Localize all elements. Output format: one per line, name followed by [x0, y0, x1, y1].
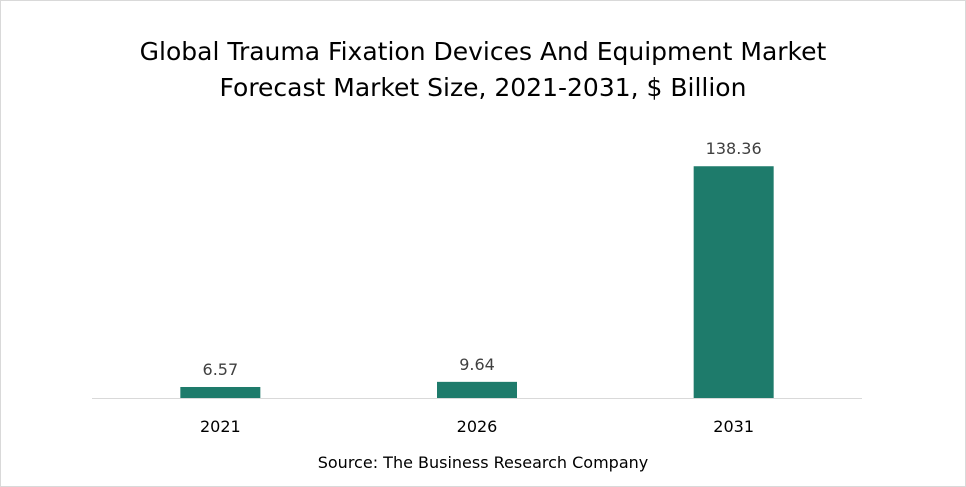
bar-2021	[180, 386, 261, 398]
data-label-2026: 9.64	[459, 355, 495, 374]
data-label-2031: 138.36	[706, 139, 762, 158]
source-note: Source: The Business Research Company	[317, 453, 649, 472]
bar-2026	[437, 381, 517, 398]
data-label-2021: 6.57	[203, 360, 239, 379]
bar-2031	[693, 166, 774, 398]
x-tick-label-2031: 2031	[713, 417, 754, 436]
x-tick-label-2026: 2026	[457, 417, 498, 436]
chart-title-line2: Forecast Market Size, 2021-2031, $ Billi…	[219, 73, 747, 102]
x-tick-label-2021: 2021	[200, 417, 241, 436]
chart-title-line1: Global Trauma Fixation Devices And Equip…	[139, 37, 827, 66]
chart-title: Global Trauma Fixation Devices And Equip…	[0, 34, 966, 106]
